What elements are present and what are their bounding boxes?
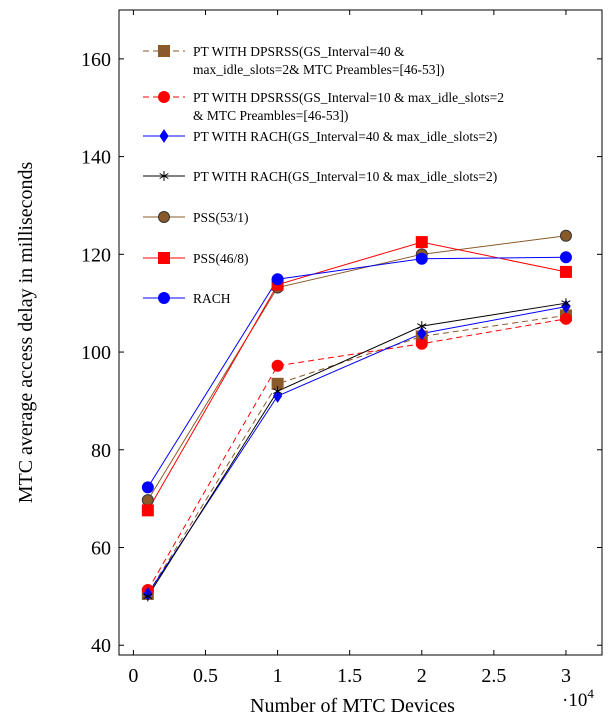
legend-marker-7 <box>158 292 170 304</box>
data-point-s4 <box>273 386 283 397</box>
data-point-s5 <box>559 229 572 242</box>
y-tick-label: 100 <box>81 342 111 364</box>
y-tick-label: 60 <box>91 538 111 560</box>
x-tick-label: 2.5 <box>481 665 506 687</box>
x-multiplier-exponent: 4 <box>587 686 594 701</box>
x-axis-multiplier: ·104 <box>562 686 594 711</box>
x-tick-label: 0 <box>128 665 138 687</box>
y-tick-label: 80 <box>91 440 111 462</box>
legend-marker-3 <box>159 129 169 143</box>
legend-marker-1 <box>158 45 170 57</box>
series-line-7 <box>147 256 566 488</box>
x-tick-label: 1.5 <box>337 665 362 687</box>
legend-label: PT WITH DPSRSS(GS_Interval=40 & <box>193 44 405 59</box>
data-point-s7 <box>141 481 154 494</box>
x-multiplier-base: ·10 <box>562 690 587 711</box>
legend-label: max_idle_slots=2& MTC Preambles=[46-53]) <box>193 62 444 77</box>
legend-label: PT WITH RACH(GS_Interval=10 & max_idle_s… <box>193 169 497 184</box>
data-point-s2 <box>271 359 284 372</box>
legend-marker-2 <box>158 91 170 103</box>
legend-marker-6 <box>158 252 170 264</box>
legend-label: PT WITH RACH(GS_Interval=40 & max_idle_s… <box>193 129 497 144</box>
data-point-s2 <box>559 312 572 325</box>
x-axis-label: Number of MTC Devices <box>250 695 455 717</box>
legend-marker-5 <box>158 211 170 223</box>
legend-label: PSS(53/1) <box>193 210 249 225</box>
x-tick-label: 1 <box>273 665 283 687</box>
legend-label: PSS(46/8) <box>193 251 249 266</box>
x-tick-label: 3 <box>561 665 571 687</box>
legend: PT WITH DPSRSS(GS_Interval=40 & max_idle_… <box>143 44 504 306</box>
x-tick-label: 0.5 <box>193 665 218 687</box>
series-lines <box>147 235 567 597</box>
y-axis-label: MTC average access delay in milliseconds <box>15 162 37 504</box>
legend-label: & MTC Preambles=[46-53]) <box>193 108 348 123</box>
series-line-1 <box>147 314 567 595</box>
data-point-s6 <box>415 236 428 249</box>
data-point-s4 <box>143 591 153 602</box>
y-tick-label: 160 <box>81 49 111 71</box>
legend-label: PT WITH DPSRSS(GS_Interval=10 & max_idle… <box>193 90 504 105</box>
data-point-s3 <box>417 326 427 341</box>
series-markers <box>141 229 572 602</box>
y-tick-label: 120 <box>81 244 111 266</box>
series-line-3 <box>147 306 567 595</box>
series-line-6 <box>147 241 567 511</box>
data-point-s7 <box>415 252 428 265</box>
data-point-s7 <box>559 251 572 264</box>
series-line-4 <box>147 302 567 597</box>
legend-label: RACH <box>193 291 231 306</box>
data-point-s4 <box>561 298 571 309</box>
data-point-s6 <box>559 265 572 278</box>
data-point-s7 <box>271 273 284 286</box>
data-point-s6 <box>141 504 154 517</box>
axis-ticks: 0 0.5 1 1.5 2 2.5 3 40 60 80 100 120 140 160 <box>81 10 602 687</box>
series-line-2 <box>147 318 567 591</box>
x-tick-label: 2 <box>417 665 427 687</box>
plot-frame <box>118 9 603 656</box>
series-line-5 <box>147 235 567 501</box>
y-tick-label: 40 <box>91 635 111 657</box>
data-point-s5 <box>141 494 154 507</box>
data-point-s4 <box>417 321 427 332</box>
legend-marker-4 <box>159 171 169 181</box>
y-tick-label: 140 <box>81 147 111 169</box>
